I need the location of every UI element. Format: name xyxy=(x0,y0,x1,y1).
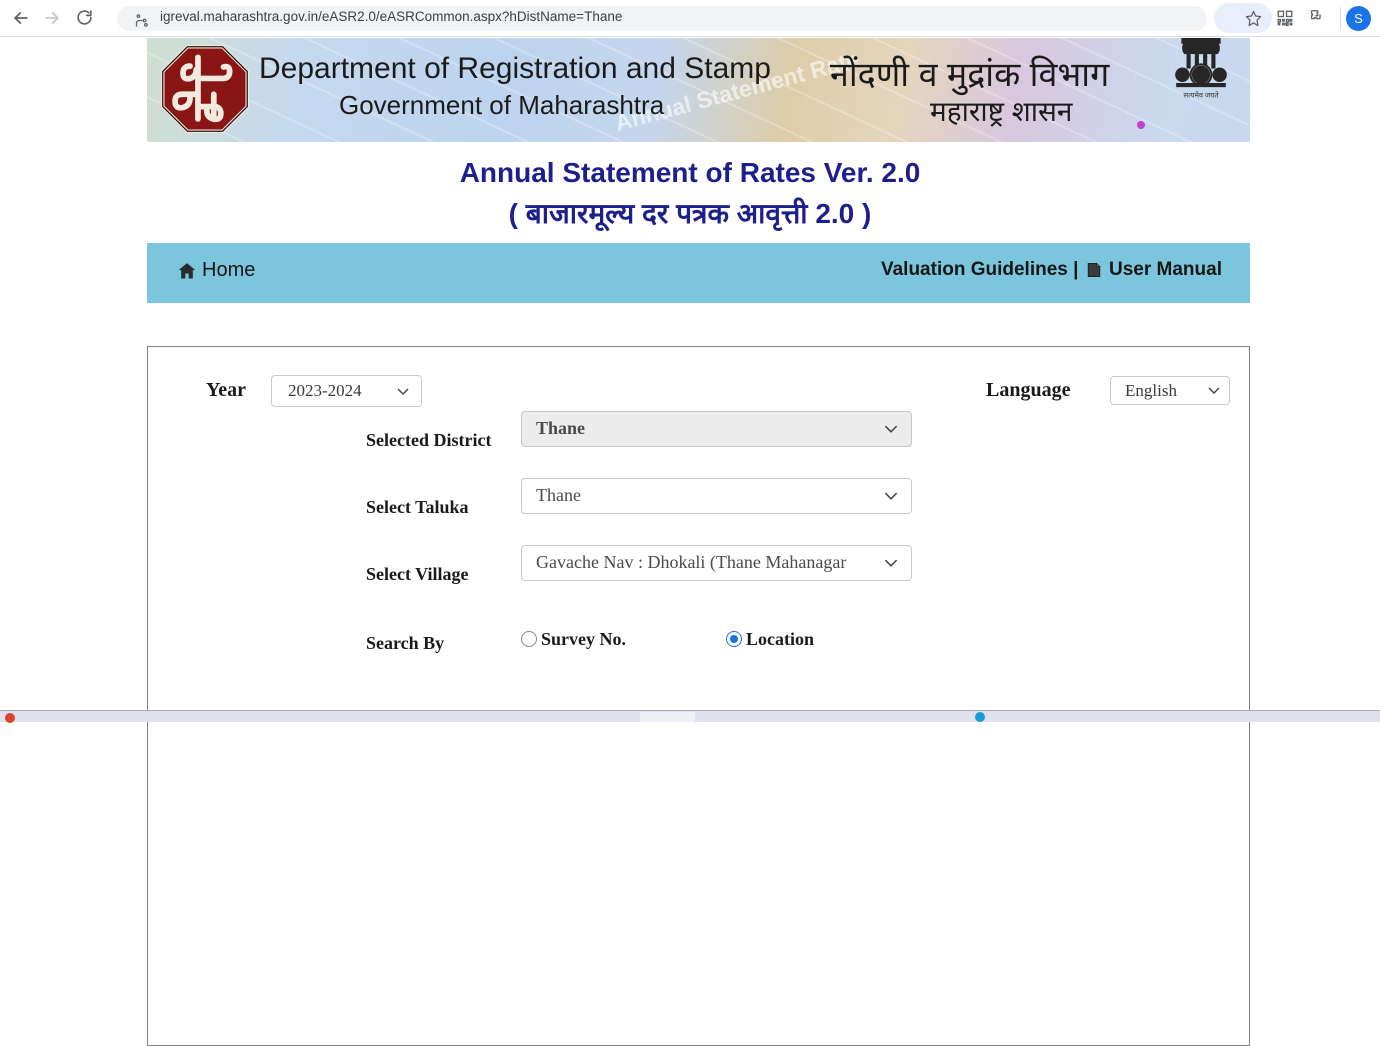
svg-text:सत्यमेव जयते: सत्यमेव जयते xyxy=(1183,90,1219,99)
